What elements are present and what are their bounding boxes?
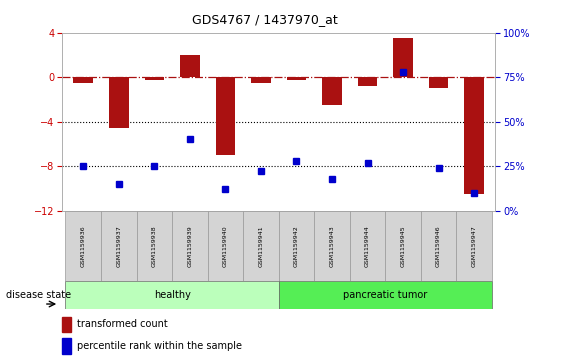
Text: healthy: healthy xyxy=(154,290,190,300)
FancyBboxPatch shape xyxy=(172,211,208,281)
FancyBboxPatch shape xyxy=(385,211,421,281)
Text: pancreatic tumor: pancreatic tumor xyxy=(343,290,427,300)
Bar xyxy=(464,77,484,194)
FancyBboxPatch shape xyxy=(137,211,172,281)
Bar xyxy=(62,317,71,332)
FancyBboxPatch shape xyxy=(279,281,492,309)
Text: GSM1159937: GSM1159937 xyxy=(117,225,121,267)
Text: GDS4767 / 1437970_at: GDS4767 / 1437970_at xyxy=(192,13,337,26)
Text: GSM1159946: GSM1159946 xyxy=(436,225,441,267)
Text: percentile rank within the sample: percentile rank within the sample xyxy=(77,341,242,351)
Text: GSM1159947: GSM1159947 xyxy=(472,225,477,267)
FancyBboxPatch shape xyxy=(457,211,492,281)
FancyBboxPatch shape xyxy=(101,211,137,281)
FancyBboxPatch shape xyxy=(350,211,385,281)
Text: GSM1159944: GSM1159944 xyxy=(365,225,370,267)
Bar xyxy=(180,55,200,77)
Text: GSM1159945: GSM1159945 xyxy=(400,225,405,267)
Text: transformed count: transformed count xyxy=(77,319,168,329)
Bar xyxy=(251,77,271,83)
Bar xyxy=(322,77,342,105)
Bar xyxy=(109,77,128,128)
Text: GSM1159941: GSM1159941 xyxy=(258,225,263,267)
Text: GSM1159938: GSM1159938 xyxy=(152,225,157,267)
Text: disease state: disease state xyxy=(6,290,71,300)
FancyBboxPatch shape xyxy=(243,211,279,281)
Bar xyxy=(429,77,448,88)
Bar xyxy=(216,77,235,155)
Text: GSM1159943: GSM1159943 xyxy=(329,225,334,267)
Text: GSM1159936: GSM1159936 xyxy=(81,225,86,267)
FancyBboxPatch shape xyxy=(314,211,350,281)
Text: GSM1159940: GSM1159940 xyxy=(223,225,228,267)
Bar xyxy=(358,77,377,86)
FancyBboxPatch shape xyxy=(208,211,243,281)
Bar xyxy=(145,77,164,81)
Bar xyxy=(394,38,413,77)
Text: GSM1159942: GSM1159942 xyxy=(294,225,299,267)
Bar xyxy=(287,77,306,81)
Bar xyxy=(62,338,71,354)
FancyBboxPatch shape xyxy=(279,211,314,281)
FancyBboxPatch shape xyxy=(421,211,457,281)
Bar xyxy=(74,77,93,83)
FancyBboxPatch shape xyxy=(65,281,279,309)
FancyBboxPatch shape xyxy=(65,211,101,281)
Text: GSM1159939: GSM1159939 xyxy=(187,225,193,267)
